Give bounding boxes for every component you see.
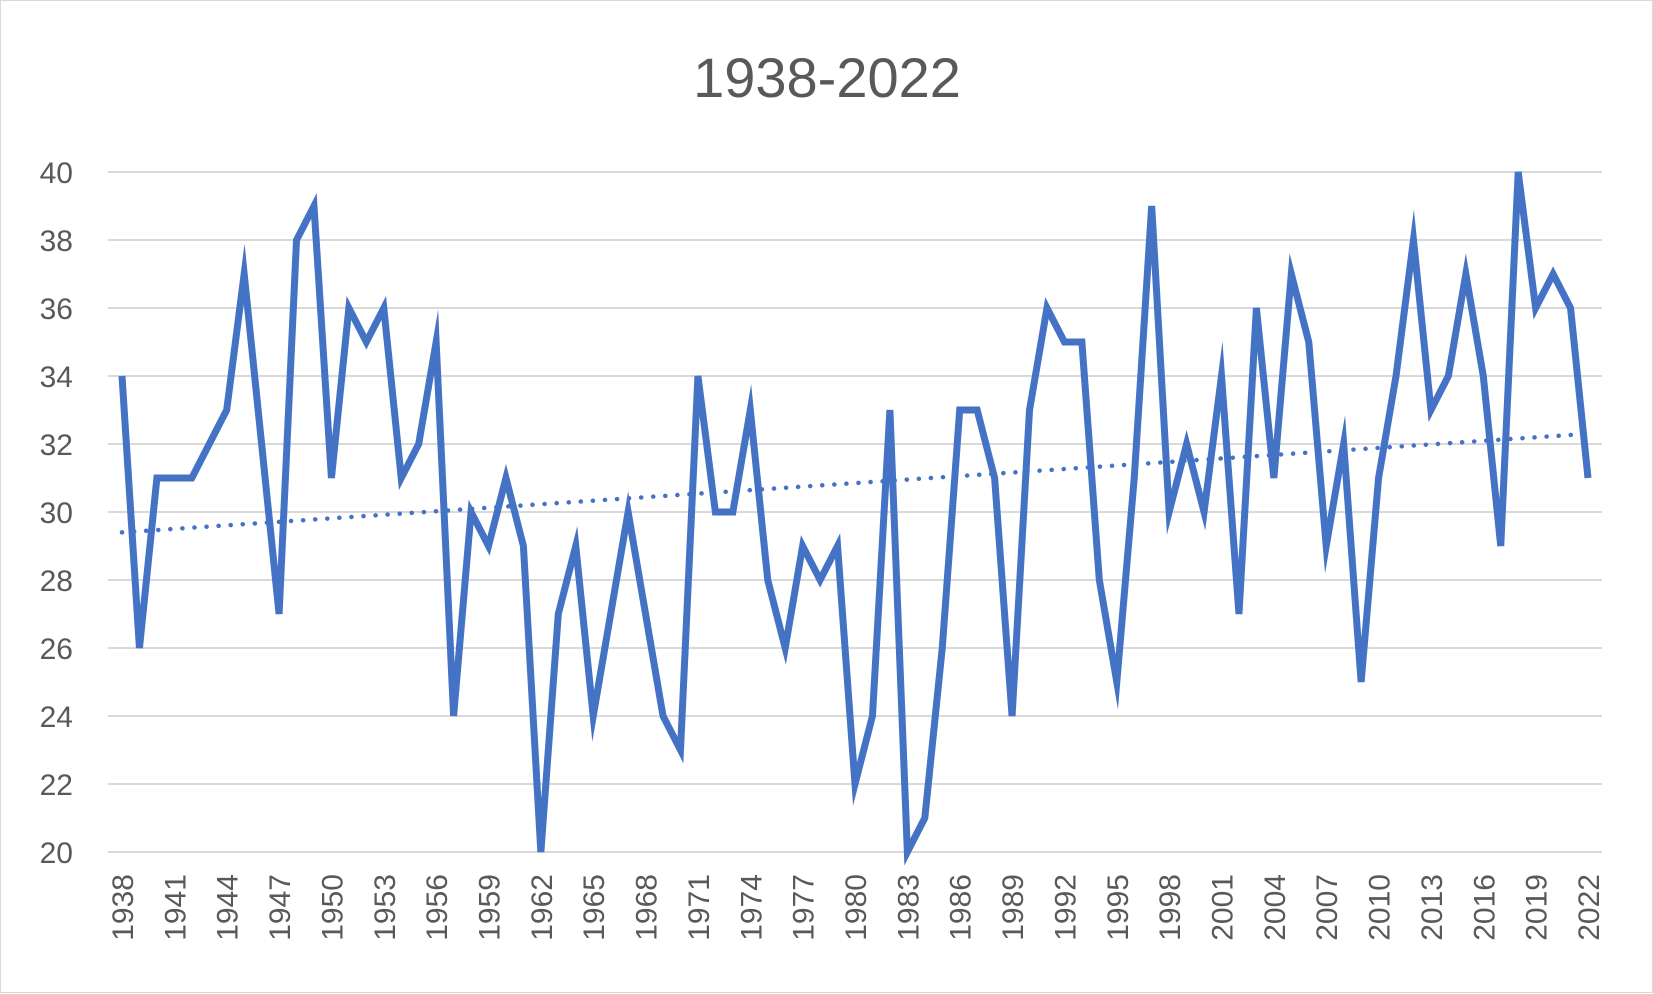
x-tick-label: 1959 [474,874,507,941]
y-tick-label: 32 [40,429,73,462]
x-tick-label: 1956 [421,874,454,941]
y-tick-label: 26 [40,633,73,666]
x-tick-label: 1962 [526,874,559,941]
x-tick-label: 1971 [683,874,716,941]
y-tick-label: 36 [40,293,73,326]
x-tick-label: 1977 [788,874,821,941]
y-tick-label: 40 [40,157,73,190]
y-tick-label: 30 [40,497,73,530]
x-tick-label: 2016 [1468,874,1501,941]
x-tick-label: 1989 [997,874,1030,941]
x-tick-label: 1953 [369,874,402,941]
y-tick-label: 34 [40,361,73,394]
y-tick-label: 38 [40,225,73,258]
x-tick-label: 2022 [1573,874,1606,941]
y-axis-tick-labels: 20 22 24 26 28 30 32 34 36 38 40 [40,157,73,870]
y-tick-label: 28 [40,565,73,598]
x-tick-label: 1938 [107,874,140,941]
x-tick-label: 2010 [1364,874,1397,941]
x-tick-label: 1986 [945,874,978,941]
x-tick-label: 2019 [1521,874,1554,941]
series-line [118,171,1592,866]
x-tick-label: 1983 [892,874,925,941]
trendline-group [119,431,1591,535]
x-tick-label: 1974 [735,874,768,941]
gridlines [108,171,1602,853]
x-axis-tick-labels: 1938 1941 1944 1947 1950 1953 1956 1959 1962 1965… [107,874,1606,941]
x-tick-label: 1947 [264,874,297,941]
x-tick-label: 2001 [1207,874,1240,941]
x-tick-label: 1950 [316,874,349,941]
x-tick-label: 2013 [1416,874,1449,941]
x-tick-label: 2007 [1311,874,1344,941]
x-tick-label: 1995 [1102,874,1135,941]
x-tick-label: 2004 [1259,874,1292,941]
x-tick-label: 1992 [1049,874,1082,941]
x-tick-label: 1998 [1154,874,1187,941]
trendline [119,431,1591,535]
x-tick-label: 1944 [212,874,245,941]
series-group [118,171,1592,866]
x-tick-label: 1941 [159,874,192,941]
y-tick-label: 20 [40,837,73,870]
x-tick-label: 1980 [840,874,873,941]
y-tick-label: 22 [40,769,73,802]
x-tick-label: 1965 [578,874,611,941]
chart-title: 1938-2022 [693,46,961,109]
y-tick-label: 24 [40,701,73,734]
x-tick-label: 1968 [631,874,664,941]
